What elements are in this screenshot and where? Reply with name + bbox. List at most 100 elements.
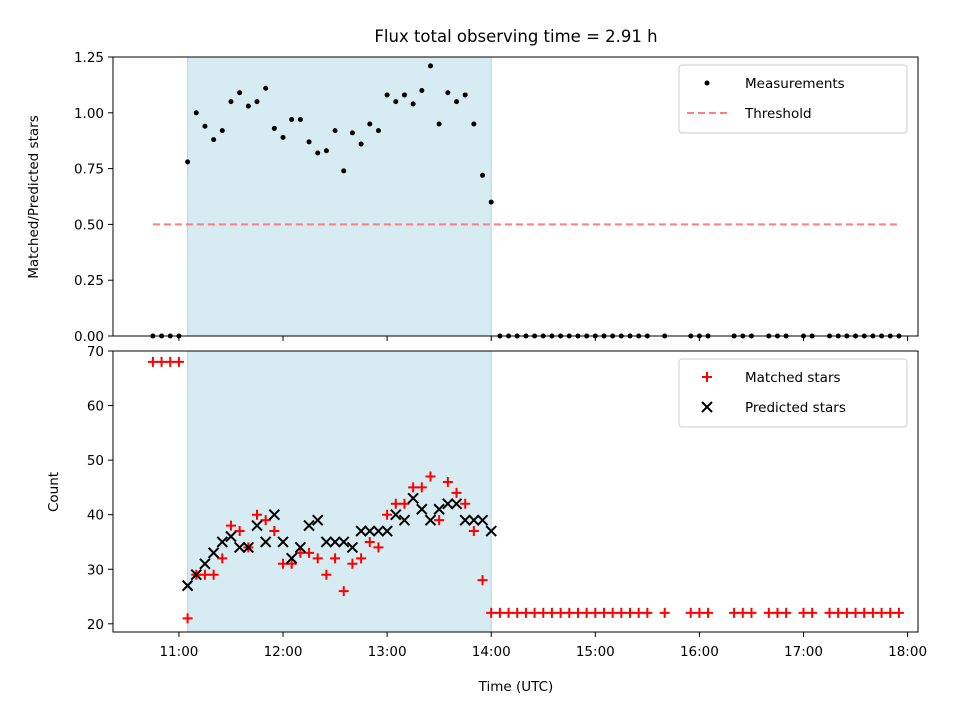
predicted-star-point (433, 503, 445, 515)
predicted-star-point (450, 498, 463, 510)
matched-star-point (746, 607, 757, 618)
predicted-star-point (381, 525, 393, 537)
matched-star-point (390, 498, 401, 509)
measurement-point (367, 121, 373, 127)
matched-star-point (529, 607, 540, 618)
measurement-point (280, 134, 286, 140)
matched-star-point (538, 607, 549, 618)
predicted-star-point (259, 536, 272, 548)
matched-star-point (425, 471, 436, 482)
matched-star-point (807, 607, 818, 618)
predicted-star-point (216, 536, 229, 548)
x-tick-label: 17:00 (784, 644, 823, 660)
chart-title: Flux total observing time = 2.91 h (374, 27, 657, 46)
measurement-point (185, 159, 191, 165)
matched-star-point (321, 569, 332, 580)
panel-star-count: 20 30 40 50 60 70 11:00 12:00 13:00 14:00 15:00 16:… (87, 344, 927, 660)
measurement-point (219, 128, 225, 134)
matched-star-point (147, 356, 158, 367)
legend-box-top (678, 64, 908, 134)
predicted-star-point (303, 519, 315, 532)
matched-star-point (729, 607, 740, 618)
measurement-point (315, 150, 321, 156)
matched-star-point (477, 575, 488, 586)
matched-star-point (347, 558, 358, 569)
matched-star-point (607, 607, 618, 618)
measurement-point (462, 92, 468, 98)
matched-star-point (841, 607, 852, 618)
matched-star-point (850, 607, 861, 618)
measurement-point (228, 99, 234, 105)
matched-star-point (703, 607, 714, 618)
predicted-star-point (251, 519, 263, 532)
measurement-point (332, 128, 338, 134)
measurement-point (471, 121, 477, 127)
y-tick-label-bottom: 50 (87, 453, 104, 469)
matched-star-point (520, 607, 531, 618)
matched-star-point (555, 607, 566, 618)
predicted-star-point (285, 552, 298, 565)
matched-star-point (781, 607, 792, 618)
panel-flux-ratio: 0.00 0.25 0.50 0.75 1.00 1.25 Measurements Thre… (74, 50, 919, 345)
measurement-point (254, 99, 260, 105)
legend-marker-matched (702, 372, 712, 382)
predicted-star-point (442, 498, 454, 510)
matched-star-point (633, 607, 644, 618)
measurement-point (297, 116, 303, 122)
matched-star-point (312, 553, 323, 564)
observing-window-span-top (187, 56, 492, 337)
predicted-star-point (355, 525, 367, 537)
predicted-star-point (294, 541, 307, 554)
matched-star-point (217, 553, 228, 564)
measurement-point (410, 101, 416, 107)
matched-star-point (165, 356, 176, 367)
measurement-point (480, 172, 486, 178)
matched-star-point (859, 607, 870, 618)
predicted-star-point (459, 514, 471, 526)
y-tick-label-top: 1.00 (74, 106, 104, 122)
legend-label: Matched stars (745, 370, 841, 386)
predicted-star-point (407, 492, 419, 505)
measurement-point (375, 128, 381, 134)
matched-star-point (581, 607, 592, 618)
predicted-star-point (468, 514, 480, 526)
matched-star-point (338, 586, 349, 597)
predicted-star-point (277, 536, 289, 548)
matched-star-point (382, 509, 393, 520)
matched-star-point (885, 607, 896, 618)
legend-label: Threshold (744, 106, 812, 122)
predicted-star-point (207, 547, 220, 559)
x-tick-label: 11:00 (159, 644, 198, 660)
measurement-point (211, 137, 217, 143)
matched-star-point (208, 569, 219, 580)
predicted-star-point (338, 536, 350, 548)
x-tick-label: 16:00 (680, 644, 719, 660)
matched-star-point (234, 526, 245, 537)
matched-star-point (512, 607, 523, 618)
measurement-point (419, 87, 425, 93)
matched-star-point (494, 607, 505, 618)
matched-star-point (763, 607, 774, 618)
y-tick-label-bottom: 20 (87, 617, 104, 633)
matched-star-point (468, 526, 479, 537)
predicted-star-point (181, 579, 194, 592)
matched-star-point (260, 515, 271, 526)
matched-star-point (572, 607, 583, 618)
matched-star-point (564, 607, 575, 618)
y-tick-label-top: 0.00 (74, 329, 104, 345)
measurement-point (289, 116, 295, 122)
observing-window-span-bottom (187, 350, 492, 633)
y-tick-label-bottom: 40 (87, 508, 104, 524)
predicted-star-point (346, 541, 359, 554)
matched-star-point (737, 607, 748, 618)
predicted-star-point (233, 541, 246, 554)
matched-star-point (295, 547, 306, 558)
y-tick-label-bottom: 30 (87, 562, 104, 578)
predicted-star-point (312, 514, 324, 526)
x-axis-label: Time (UTC) (478, 679, 554, 695)
measurement-point (306, 139, 312, 145)
measurement-point (202, 123, 208, 129)
matched-star-point (399, 498, 410, 509)
matched-star-point (659, 607, 670, 618)
